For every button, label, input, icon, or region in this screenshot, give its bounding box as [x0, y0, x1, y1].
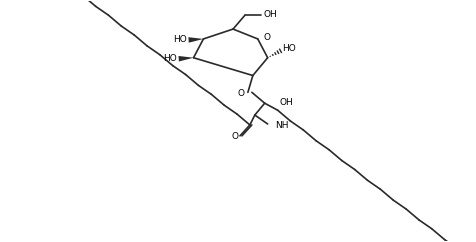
Text: OH: OH [279, 98, 293, 107]
Text: HO: HO [282, 44, 296, 53]
Text: O: O [263, 33, 270, 42]
Text: O: O [231, 132, 238, 141]
Text: OH: OH [263, 10, 277, 19]
Text: HO: HO [163, 54, 176, 63]
Polygon shape [188, 37, 203, 43]
Polygon shape [178, 56, 193, 61]
Text: HO: HO [172, 35, 186, 45]
Text: NH: NH [275, 121, 288, 130]
Text: O: O [237, 89, 244, 98]
